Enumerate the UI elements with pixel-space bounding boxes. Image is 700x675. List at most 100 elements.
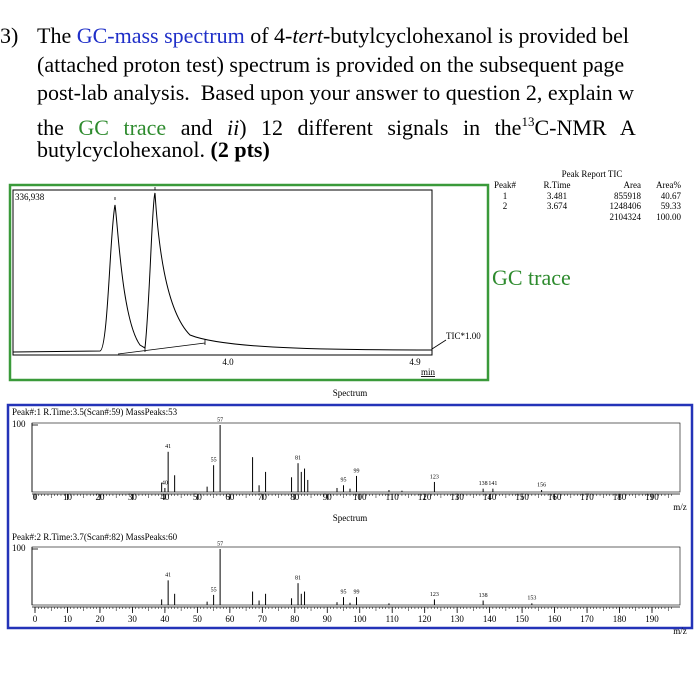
x-tick-label: 60 xyxy=(225,614,235,624)
x-tick-label: 170 xyxy=(580,614,594,624)
peak-label: 156 xyxy=(537,482,546,488)
x-tick-label: 130 xyxy=(450,614,464,624)
text-run: GC trace xyxy=(78,114,167,140)
text-run: GC-mass spectrum xyxy=(76,23,245,48)
text-run: C-NMR A xyxy=(534,114,636,140)
peak-label: 141 xyxy=(488,481,497,487)
peak-label: 40 xyxy=(162,480,168,486)
report-cell: 1 xyxy=(503,191,508,201)
report-cell: 3.674 xyxy=(547,201,568,211)
x-tick-label: 80 xyxy=(290,614,300,624)
report-title: Peak Report TIC xyxy=(562,169,623,179)
gc-annotation: GC trace xyxy=(492,265,571,290)
text-run: of 4- xyxy=(244,23,293,48)
spectrum-info: Peak#:2 R.Time:3.7(Scan#:82) MassPeaks:6… xyxy=(12,532,178,542)
x-tick-label: 90 xyxy=(323,614,333,624)
peak-label: 57 xyxy=(217,541,223,547)
x-tick-label: 160 xyxy=(548,492,562,502)
text-run: tert xyxy=(292,23,323,48)
x-tick-label: 190 xyxy=(645,614,659,624)
peak-label: 81 xyxy=(295,456,301,462)
trace-label: TIC*1.00 xyxy=(446,331,481,341)
x-tick-label: 10 xyxy=(63,614,73,624)
x-tick-label: 70 xyxy=(258,492,268,502)
x-unit: m/z xyxy=(673,626,687,636)
question-line: butylcyclohexanol. (2 pts) xyxy=(0,136,700,165)
question: 3) The GC-mass spectrum of 4-tert-butylcy… xyxy=(0,22,700,165)
x-tick-label: 140 xyxy=(483,492,497,502)
question-line: the GC trace and ii) 12 different signal… xyxy=(0,108,700,140)
text-run: the xyxy=(37,114,79,140)
gc-frame xyxy=(8,183,490,382)
peak-label: 138 xyxy=(479,593,488,599)
peak-label: 41 xyxy=(165,573,171,579)
report-cell: 2 xyxy=(503,201,508,211)
gc-x-label: 4.0 xyxy=(222,357,234,367)
peak-label: 55 xyxy=(211,587,217,593)
question-line: 3) The GC-mass spectrum of 4-tert-butylcy… xyxy=(0,22,700,51)
trace-leader xyxy=(431,339,447,350)
x-tick-label: 160 xyxy=(548,614,562,624)
peak-label: 138 xyxy=(479,481,488,487)
report-cell: 40.67 xyxy=(661,191,682,201)
x-tick-label: 150 xyxy=(515,614,529,624)
x-unit: m/z xyxy=(673,502,687,512)
text-run: (2 pts) xyxy=(210,137,270,162)
spectrum-heading: Spectrum xyxy=(333,513,368,523)
question-line: (attached proton test) spectrum is provi… xyxy=(0,51,700,80)
x-tick-label: 120 xyxy=(418,492,432,502)
gc-plot-area xyxy=(12,189,433,356)
x-tick-label: 70 xyxy=(258,614,268,624)
peak-label: 55 xyxy=(211,458,217,464)
x-tick-label: 30 xyxy=(128,492,138,502)
peak-label: 95 xyxy=(341,478,347,484)
text-run: ii xyxy=(226,114,240,140)
text-run: The xyxy=(37,23,77,48)
x-tick-label: 0 xyxy=(33,492,38,502)
peak-label: 123 xyxy=(430,474,439,480)
x-tick-label: 190 xyxy=(645,492,659,502)
x-tick-label: 40 xyxy=(160,492,170,502)
x-tick-label: 180 xyxy=(613,614,627,624)
spectrum-info: Peak#:1 R.Time:3.5(Scan#:59) MassPeaks:5… xyxy=(12,407,178,417)
report-header: Peak# xyxy=(494,180,516,190)
report-header: Area xyxy=(624,180,642,190)
integration-marks xyxy=(114,187,206,355)
x-tick-label: 120 xyxy=(418,614,432,624)
x-tick-label: 140 xyxy=(483,614,497,624)
gc-trace xyxy=(12,192,433,353)
report-header: R.Time xyxy=(544,180,571,190)
peak-label: 99 xyxy=(353,590,359,596)
x-tick-label: 0 xyxy=(33,614,38,624)
x-tick-label: 60 xyxy=(225,492,235,502)
x-tick-label: 30 xyxy=(128,614,138,624)
y-label: 100 xyxy=(12,419,26,429)
report-header: Area% xyxy=(656,180,681,190)
report-total: 100.00 xyxy=(656,212,681,222)
peak-label: 153 xyxy=(527,596,536,602)
x-tick-label: 130 xyxy=(450,492,464,502)
peak-label: 123 xyxy=(430,592,439,598)
x-tick-label: 50 xyxy=(193,492,203,502)
text-run: (attached proton test) spectrum is provi… xyxy=(37,51,625,77)
report-cell: 1248406 xyxy=(610,201,642,211)
x-tick-label: 180 xyxy=(613,492,627,502)
text-run: ) 12 different signals in the xyxy=(239,114,522,140)
x-tick-label: 150 xyxy=(515,492,529,502)
x-tick-label: 110 xyxy=(386,614,400,624)
report-cell: 855918 xyxy=(614,191,642,201)
question-line: post-lab analysis. Based upon your answe… xyxy=(0,79,700,108)
x-tick-label: 80 xyxy=(290,492,300,502)
x-tick-label: 20 xyxy=(95,492,105,502)
x-tick-label: 40 xyxy=(160,614,170,624)
text-run: butylcyclohexanol. xyxy=(37,137,211,162)
gc-y-max: 336,938 xyxy=(15,192,45,202)
x-tick-label: 170 xyxy=(580,492,594,502)
spectrum-heading: Spectrum xyxy=(333,388,368,398)
peak-label: 81 xyxy=(295,576,301,582)
peak-label: 99 xyxy=(353,468,359,474)
peak-label: 57 xyxy=(217,417,223,423)
plot-frame xyxy=(31,546,681,606)
